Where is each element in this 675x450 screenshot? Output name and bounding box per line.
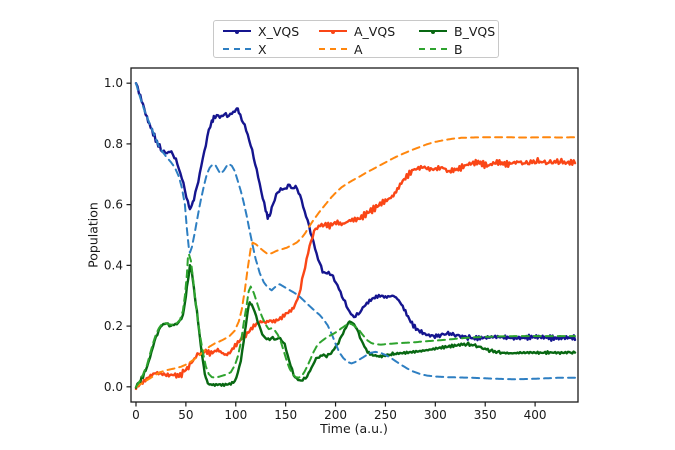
- legend-item-a: A: [319, 40, 419, 58]
- plot-border: [130, 67, 579, 403]
- x-tick-label: 100: [224, 408, 247, 422]
- legend-line-sample-x-vqs: [223, 30, 251, 34]
- x-tick-label: 300: [424, 408, 447, 422]
- x-axis-label: Time (a.u.): [320, 421, 388, 436]
- series-line-a_vqs: [134, 157, 577, 391]
- series-line-x_vqs: [134, 82, 577, 342]
- legend-label-a: A: [354, 41, 363, 57]
- series-line-b: [135, 253, 576, 388]
- series-line-b_vqs: [134, 264, 577, 389]
- x-tick-label: 250: [374, 408, 397, 422]
- y-tick-label: 1.0: [104, 76, 123, 90]
- legend-label-x-vqs: X_VQS: [258, 23, 300, 39]
- x-tick-label: 400: [524, 408, 547, 422]
- legend-label-b-vqs: B_VQS: [454, 23, 496, 39]
- x-tick-label: 350: [474, 408, 497, 422]
- y-tick-label: 0.0: [104, 380, 123, 394]
- y-tick-label: 0.4: [104, 258, 123, 272]
- y-tick-label: 0.2: [104, 319, 123, 333]
- legend-item-x-vqs: X_VQS: [223, 22, 319, 40]
- legend-item-b-vqs: B_VQS: [419, 22, 503, 40]
- series-line-x: [135, 82, 576, 381]
- x-tick-label: 200: [324, 408, 347, 422]
- x-tick-label: 150: [274, 408, 297, 422]
- legend-line-sample-a: [319, 48, 347, 50]
- legend-marker-dot: [235, 30, 239, 34]
- legend-label-b: B: [454, 41, 463, 57]
- legend-line-sample-b: [419, 48, 447, 50]
- legend-label-a-vqs: A_VQS: [354, 23, 396, 39]
- legend-item-a-vqs: A_VQS: [319, 22, 419, 40]
- legend-line-sample-x: [223, 48, 251, 50]
- legend-marker-dot: [331, 30, 335, 34]
- x-tick-label: 0: [132, 408, 140, 422]
- y-axis-label-text: Population: [85, 202, 101, 268]
- y-tick-label: 0.8: [104, 137, 123, 151]
- legend-item-b: B: [419, 40, 503, 58]
- y-tick-label: 0.6: [104, 198, 123, 212]
- legend-label-x: X: [258, 41, 267, 57]
- legend-line-sample-b-vqs: [419, 30, 447, 34]
- legend: X_VQS A_VQS B_VQS X A B: [213, 20, 499, 58]
- legend-line-sample-a-vqs: [319, 30, 347, 34]
- x-tick-label: 50: [178, 408, 193, 422]
- legend-item-x: X: [223, 40, 319, 58]
- series-line-a: [135, 136, 576, 388]
- legend-marker-dot: [431, 30, 435, 34]
